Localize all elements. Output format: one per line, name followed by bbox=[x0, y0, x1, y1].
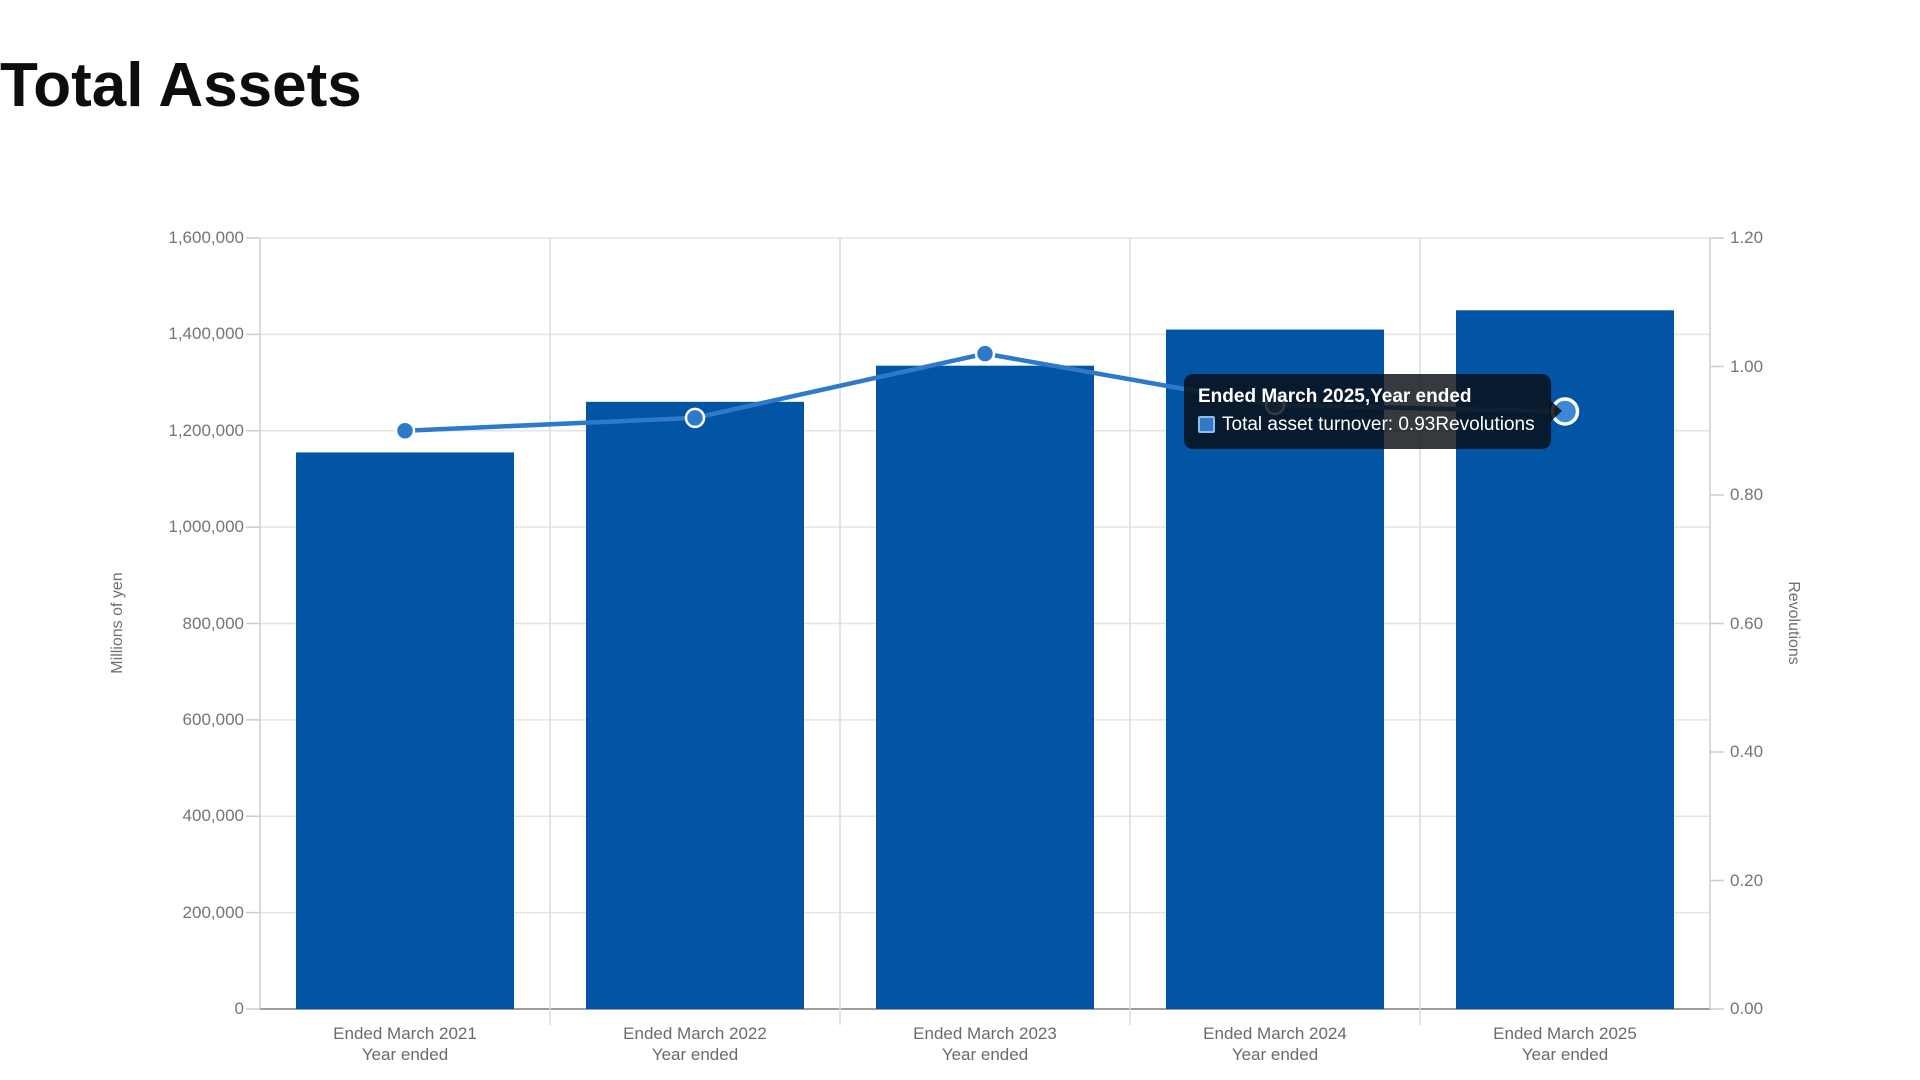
bar-ended-march-2023[interactable] bbox=[876, 365, 1094, 1009]
left-axis-tick-label: 600,000 bbox=[182, 709, 244, 729]
right-axis-tick-label: 0.80 bbox=[1730, 485, 1764, 504]
left-axis-tick-label: 1,000,000 bbox=[168, 517, 244, 537]
bar-ended-march-2022[interactable] bbox=[586, 401, 804, 1009]
tooltip: Ended March 2025,Year ended Total asset … bbox=[1184, 373, 1562, 449]
right-axis-tick-label: 0.00 bbox=[1730, 999, 1764, 1018]
x-axis-category-label: Ended March 2022 Year ended bbox=[623, 1024, 767, 1064]
line-marker-ended-march-2022[interactable] bbox=[684, 407, 706, 429]
right-axis-tick-label: 0.40 bbox=[1730, 742, 1764, 761]
left-axis-tick-label: 1,400,000 bbox=[168, 324, 244, 344]
x-axis-category-label: Ended March 2025 Year ended bbox=[1493, 1024, 1637, 1064]
right-axis-tick-label: 0.60 bbox=[1730, 613, 1764, 633]
right-axis-tick-label: 0.20 bbox=[1730, 870, 1764, 890]
left-axis-tick-label: 0 bbox=[234, 999, 244, 1018]
x-axis-category-label: Ended March 2023 Year ended bbox=[913, 1024, 1057, 1064]
left-axis-tick-label: 1,200,000 bbox=[168, 420, 244, 440]
left-axis-title: Millions of yen bbox=[109, 572, 126, 674]
tooltip-header: Ended March 2025,Year ended bbox=[1198, 385, 1472, 407]
x-axis-category-label: Ended March 2024 Year ended bbox=[1203, 1024, 1347, 1064]
left-axis-tick-label: 400,000 bbox=[182, 806, 244, 826]
line-marker-ended-march-2021[interactable] bbox=[394, 420, 416, 441]
bar-ended-march-2021[interactable] bbox=[296, 452, 514, 1009]
line-marker-ended-march-2023[interactable] bbox=[974, 343, 996, 364]
left-axis-tick-label: 800,000 bbox=[182, 613, 244, 633]
right-axis-tick-label: 1.00 bbox=[1730, 356, 1764, 376]
right-axis-tick-label: 1.20 bbox=[1730, 228, 1764, 247]
tooltip-value-text: Total asset turnover: 0.93Revolutions bbox=[1222, 413, 1535, 435]
series-swatch-icon bbox=[1198, 416, 1215, 434]
right-axis-title: Revolutions bbox=[1785, 581, 1802, 665]
tooltip-row: Total asset turnover: 0.93Revolutions bbox=[1198, 413, 1535, 437]
x-axis-category-label: Ended March 2021 Year ended bbox=[333, 1024, 477, 1064]
left-axis-tick-label: 200,000 bbox=[182, 902, 244, 922]
chart-title: Total Assets bbox=[0, 51, 362, 120]
left-axis-tick-label: 1,600,000 bbox=[168, 228, 244, 247]
